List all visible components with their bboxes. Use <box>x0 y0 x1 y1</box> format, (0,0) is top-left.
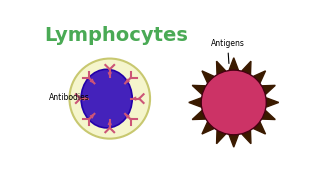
Ellipse shape <box>81 69 132 128</box>
Polygon shape <box>202 71 214 83</box>
Polygon shape <box>229 58 238 70</box>
Polygon shape <box>192 111 205 120</box>
Text: Antibodies: Antibodies <box>49 93 90 102</box>
Polygon shape <box>189 98 201 107</box>
Polygon shape <box>253 122 266 134</box>
Text: Lymphocytes: Lymphocytes <box>45 26 188 45</box>
Circle shape <box>201 70 266 135</box>
Polygon shape <box>242 61 251 74</box>
Polygon shape <box>262 85 275 94</box>
Polygon shape <box>217 130 226 144</box>
Polygon shape <box>192 85 205 94</box>
Polygon shape <box>262 111 275 120</box>
Text: Antigens: Antigens <box>211 39 244 64</box>
Polygon shape <box>242 130 251 144</box>
Ellipse shape <box>69 58 150 139</box>
Polygon shape <box>253 71 266 83</box>
Polygon shape <box>217 61 226 74</box>
Polygon shape <box>229 135 238 147</box>
Polygon shape <box>202 122 214 134</box>
Polygon shape <box>266 98 279 107</box>
